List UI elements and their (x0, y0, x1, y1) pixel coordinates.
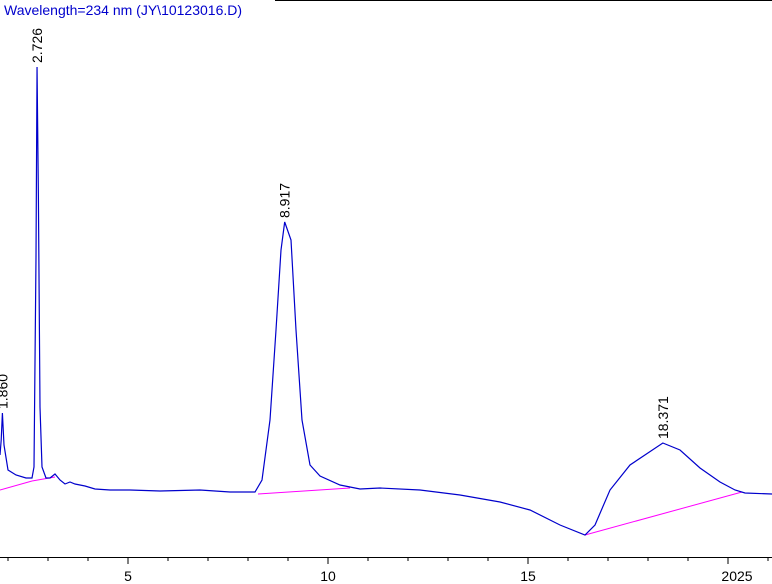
x-tick-label: 10 (320, 568, 336, 584)
x-tick-label: 2025 (721, 568, 752, 584)
integration-baseline (584, 491, 743, 536)
peak-label: 2.726 (29, 28, 45, 63)
peak-label: 1.860 (0, 374, 10, 409)
integration-baseline (0, 480, 33, 491)
x-tick-label: 5 (124, 568, 132, 584)
peak-label: 18.371 (655, 396, 671, 439)
x-tick-label: 15 (520, 568, 536, 584)
trace (0, 66, 772, 536)
chart-title: Wavelength=234 nm (JY\10123016.D) (4, 2, 242, 18)
integration-baseline (257, 487, 351, 495)
integration-baseline (31, 476, 56, 482)
peak-label: 8.917 (277, 183, 293, 218)
